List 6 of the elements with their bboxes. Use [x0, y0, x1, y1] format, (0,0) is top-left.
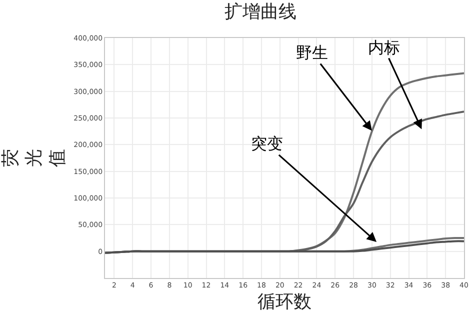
annotation: 突变 [251, 134, 283, 153]
annotation: 野生 [296, 43, 328, 62]
y-axis-title: 荧光值 [0, 149, 68, 167]
chart-title: 扩增曲线 [224, 2, 297, 23]
x-axis-title: 循环数 [258, 292, 312, 312]
annotation: 内标 [368, 38, 400, 57]
